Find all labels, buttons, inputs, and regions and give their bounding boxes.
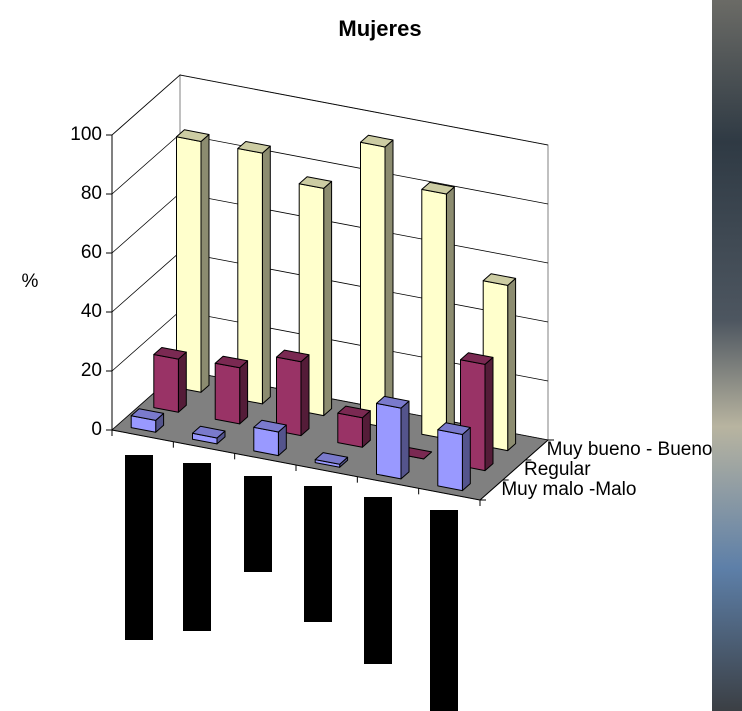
redactions xyxy=(125,455,458,711)
bar-side xyxy=(484,356,494,472)
redaction xyxy=(364,497,392,664)
bar xyxy=(130,408,165,433)
bar-side xyxy=(384,139,394,428)
bar xyxy=(337,405,371,448)
bar-top xyxy=(482,273,517,286)
bar xyxy=(253,419,287,457)
y-tick-label: 80 xyxy=(81,183,102,204)
bar-side xyxy=(177,351,187,413)
bar-top xyxy=(214,355,249,369)
bar-top xyxy=(237,141,271,154)
redaction xyxy=(183,463,211,631)
series-label: Regular xyxy=(524,459,591,480)
y-tick-label: 0 xyxy=(91,419,102,440)
bar-top xyxy=(192,425,226,439)
bar-front xyxy=(214,362,241,425)
bar-top xyxy=(298,176,333,189)
bar-top xyxy=(130,408,165,421)
bar xyxy=(276,349,310,437)
y-tick-label: 100 xyxy=(70,124,102,145)
redaction xyxy=(304,486,332,622)
bar xyxy=(176,129,210,393)
bar-top xyxy=(253,419,287,433)
bar-side xyxy=(400,400,410,480)
bar-top xyxy=(314,452,349,465)
bar-front xyxy=(153,354,179,413)
grid-line xyxy=(111,74,549,146)
bar xyxy=(421,181,455,440)
redaction xyxy=(430,510,458,711)
bar xyxy=(153,347,187,413)
bar-front xyxy=(376,402,402,480)
bar xyxy=(376,395,410,480)
bar-side xyxy=(261,145,271,405)
bar-front xyxy=(360,141,386,428)
bar-top xyxy=(460,352,494,365)
bar xyxy=(192,425,226,445)
bar xyxy=(360,134,394,428)
bar-top xyxy=(360,134,394,148)
bar-side xyxy=(461,427,471,492)
y-axis-label: % xyxy=(22,271,39,292)
bar-top xyxy=(153,347,187,360)
bar xyxy=(237,141,271,405)
y-tick-label: 40 xyxy=(81,301,102,322)
bar-side xyxy=(300,354,310,437)
bar-side xyxy=(239,360,249,425)
bar-top xyxy=(421,181,455,195)
y-tick-label: 20 xyxy=(81,360,102,381)
redaction xyxy=(125,455,153,640)
bar-side xyxy=(200,134,210,393)
bar-top xyxy=(337,405,371,419)
bar xyxy=(314,452,349,468)
bar xyxy=(214,355,249,425)
bar-side xyxy=(323,180,333,417)
bar-top xyxy=(437,422,471,435)
bar xyxy=(437,422,471,492)
bar-top xyxy=(376,395,410,409)
bar-front xyxy=(337,412,363,448)
chart-title: Mujeres xyxy=(338,16,421,41)
series-label: Muy malo -Malo xyxy=(501,479,636,500)
series-label: Muy bueno - Bueno xyxy=(547,439,713,460)
bar-front xyxy=(421,188,447,440)
y-tick-label: 60 xyxy=(81,242,102,263)
bar-side xyxy=(507,277,517,452)
bar-top xyxy=(176,129,210,142)
depth-axis xyxy=(479,439,549,501)
photo-strip xyxy=(712,0,742,711)
redaction xyxy=(244,476,272,572)
bar-top xyxy=(276,349,310,363)
bar-side xyxy=(445,186,455,440)
bar-front xyxy=(437,429,463,492)
